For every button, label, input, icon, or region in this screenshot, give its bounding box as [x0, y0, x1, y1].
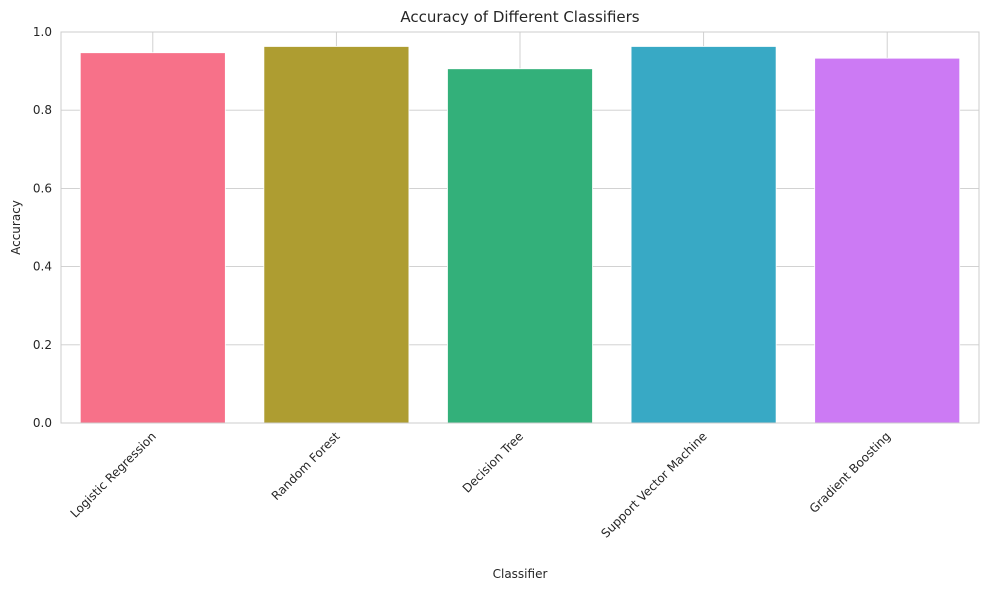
y-tick-label: 0.8 [33, 103, 52, 117]
x-tick-label: Random Forest [269, 429, 343, 503]
y-tick-label: 0.4 [33, 260, 52, 274]
x-tick-label: Gradient Boosting [807, 429, 894, 516]
y-axis-label: Accuracy [9, 200, 23, 255]
x-tick-labels: Logistic Regression Random Forest Decision… [68, 429, 894, 541]
chart-title: Accuracy of Different Classifiers [400, 8, 639, 26]
y-tick-label: 0.0 [33, 416, 52, 430]
x-tick-label: Logistic Regression [68, 429, 159, 520]
plot-frame [60, 31, 980, 424]
bar-support-vector-machine [630, 46, 777, 424]
bar-logistic-regression [79, 52, 226, 424]
x-tick-label: Decision Tree [460, 429, 526, 495]
y-tick-labels: 0.0 0.2 0.4 0.6 0.8 1.0 [33, 25, 52, 430]
y-tick-label: 1.0 [33, 25, 52, 39]
bar-gradient-boosting [814, 57, 961, 424]
bar-random-forest [263, 46, 410, 424]
y-tick-label: 0.6 [33, 181, 52, 195]
y-tick-label: 0.2 [33, 338, 52, 352]
x-axis-label: Classifier [493, 567, 548, 581]
bar-layer [79, 46, 961, 424]
x-tick-label: Support Vector Machine [598, 429, 709, 540]
bar-decision-tree [447, 68, 593, 424]
